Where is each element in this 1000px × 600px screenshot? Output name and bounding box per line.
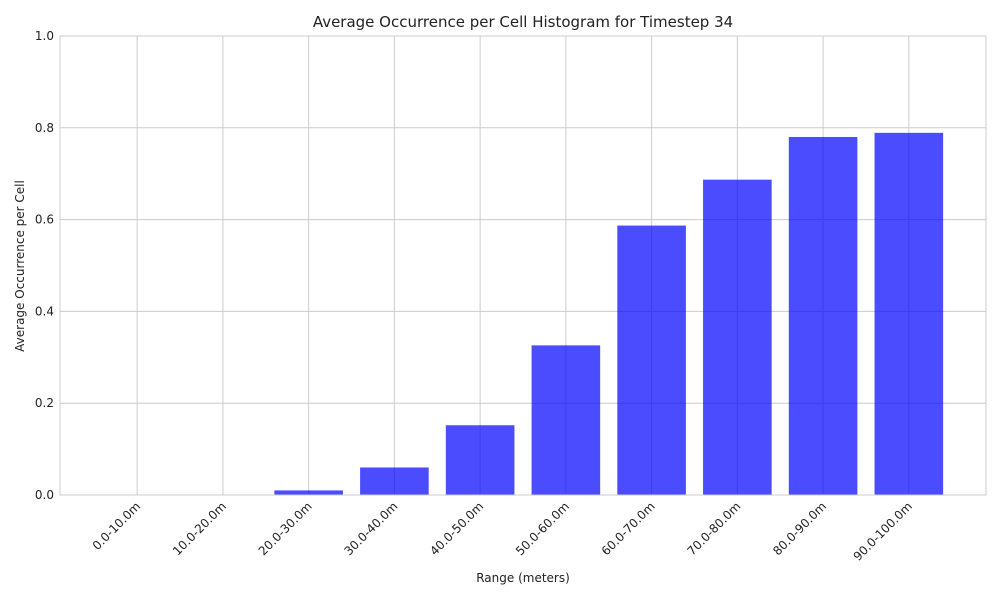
x-tick-label: 60.0-70.0m (599, 499, 658, 558)
y-tick-label: 0.8 (35, 121, 54, 135)
x-tick-label: 40.0-50.0m (427, 499, 486, 558)
y-tick-label: 0.2 (35, 396, 54, 410)
plot-frame (59, 35, 987, 496)
x-tick-label: 90.0-100.0m (851, 499, 915, 563)
x-tick-label: 30.0-40.0m (341, 499, 400, 558)
x-tick-label: 10.0-20.0m (170, 499, 229, 558)
bar (445, 425, 515, 495)
x-tick-label: 70.0-80.0m (684, 499, 743, 558)
x-tick-label: 20.0-30.0m (256, 499, 315, 558)
y-tick-label: 0.6 (35, 213, 54, 227)
y-tick-label: 0.4 (35, 304, 54, 318)
bar (617, 225, 686, 495)
bar (788, 136, 858, 496)
x-tick-label: 50.0-60.0m (513, 499, 572, 558)
y-tick-labels: 0.0 0.2 0.4 0.6 0.8 1.0 (35, 29, 54, 502)
y-tick-label: 1.0 (35, 29, 54, 43)
bar (703, 179, 772, 496)
bar (360, 467, 429, 495)
bar (874, 132, 944, 495)
x-tick-labels: 0.0-10.0m 10.0-20.0m 20.0-30.0m 30.0-40.0m 4… (90, 499, 915, 563)
x-tick-label: 0.0-10.0m (90, 499, 144, 553)
y-axis-label: Average Occurrence per Cell (13, 180, 27, 352)
y-tick-label: 0.0 (35, 488, 54, 502)
bar (274, 490, 343, 495)
bar (531, 345, 601, 495)
chart-title: Average Occurrence per Cell Histogram fo… (313, 13, 733, 31)
x-axis-label: Range (meters) (476, 571, 570, 585)
x-tick-label: 80.0-90.0m (770, 499, 829, 558)
bars (274, 132, 944, 496)
